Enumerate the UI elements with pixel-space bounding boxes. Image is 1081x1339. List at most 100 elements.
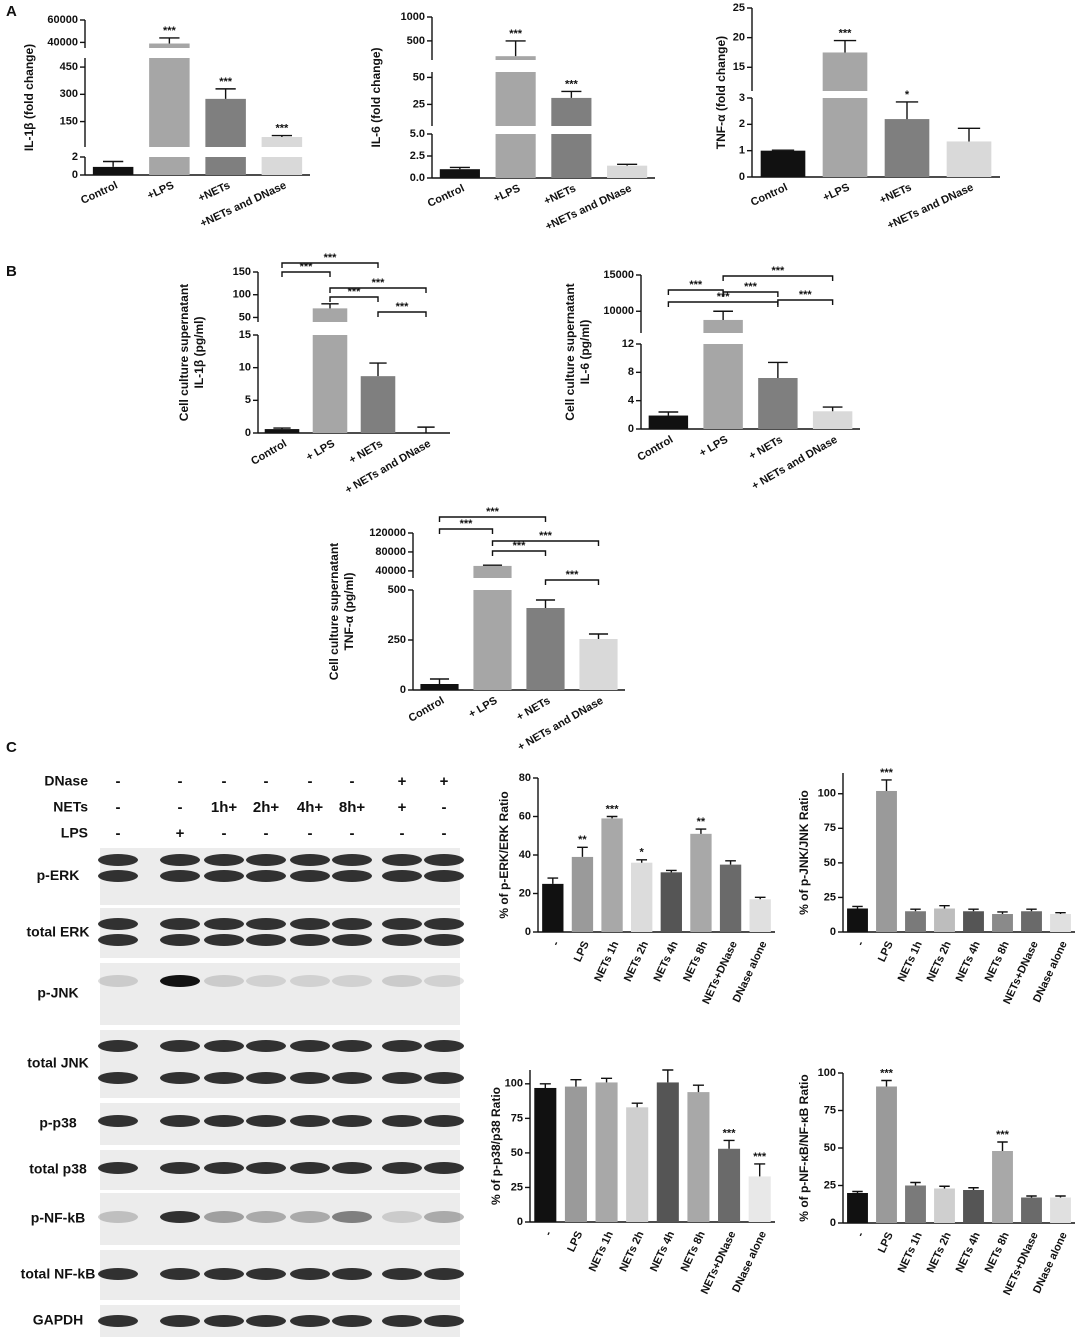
error-bar: [321, 303, 339, 309]
bar: [360, 376, 396, 433]
x-tick-label: LPS: [876, 939, 896, 963]
lane-sign: -: [178, 799, 183, 816]
blot-band: [290, 934, 330, 946]
error-bar: [636, 859, 648, 863]
x-tick-label: + NETs: [515, 695, 553, 724]
comparison-label: ***: [744, 281, 758, 293]
bar: [847, 908, 868, 932]
blot-band: [424, 1072, 464, 1084]
blot-label: GAPDH: [33, 1312, 84, 1328]
bar: [703, 344, 743, 429]
error-bar: [1026, 908, 1037, 912]
blot-band: [246, 934, 286, 946]
y-tick-label: 10: [239, 362, 251, 374]
y-tick-label: 15: [239, 329, 251, 341]
x-tick-label: LPS: [572, 939, 592, 963]
x-tick-label: -: [854, 939, 867, 948]
error-bar: [852, 1190, 863, 1193]
x-tick-label: + NETs: [747, 434, 785, 463]
y-axis-label: Cell culture supernatant: [563, 283, 577, 420]
lane-sign: -: [308, 825, 313, 842]
bar: [595, 1082, 618, 1222]
y-tick-label: 75: [824, 822, 836, 834]
comparison-label: ***: [566, 569, 580, 581]
blot-band: [424, 918, 464, 930]
x-tick-label: + NETs and DNase: [343, 438, 433, 497]
bar: [261, 137, 303, 147]
blot-band: [424, 1162, 464, 1174]
error-bar: [997, 1141, 1008, 1151]
x-tick-label: NETs 8h: [679, 1229, 708, 1273]
blot-band: [424, 854, 464, 866]
significance-label: **: [578, 834, 587, 846]
error-bar: [725, 860, 736, 865]
significance-label: *: [905, 89, 910, 101]
blot-band: [98, 1115, 138, 1127]
x-tick-label: +NETs: [196, 179, 232, 204]
error-bar: [968, 1187, 979, 1190]
x-tick-label: NETs 2h: [622, 939, 651, 983]
blot-band: [290, 1072, 330, 1084]
lane-sign: -: [222, 825, 227, 842]
blot-band: [98, 975, 138, 987]
blot-band: [246, 1040, 286, 1052]
lane-sign: 2h+: [253, 799, 280, 816]
comparison-bracket: [377, 311, 427, 317]
blot-band: [98, 1315, 138, 1327]
y-axis-label: IL-1β (pg/ml): [192, 317, 206, 389]
y-tick-label: 2.5: [410, 150, 425, 162]
bar: [571, 856, 594, 932]
blot-band: [160, 1315, 200, 1327]
blot-band: [204, 1072, 244, 1084]
blot-band: [204, 1211, 244, 1223]
bar: [934, 908, 955, 932]
significance-label: **: [697, 816, 706, 828]
y-tick-label: 20: [733, 32, 745, 44]
blot-band: [424, 934, 464, 946]
blot-band: [98, 1040, 138, 1052]
y-tick-label: 100: [818, 1067, 836, 1079]
x-tick-label: NETs 4h: [652, 939, 681, 983]
x-tick-label: Control: [79, 179, 120, 206]
y-tick-label: 25: [511, 1181, 523, 1193]
significance-label: ***: [275, 122, 289, 134]
error-bar: [754, 1163, 766, 1177]
blot-band: [204, 1115, 244, 1127]
error-bar: [881, 1079, 892, 1087]
bar: [149, 157, 190, 175]
blot-band: [246, 975, 286, 987]
blot-label: total ERK: [27, 924, 90, 940]
bar: [760, 150, 806, 177]
blot-band: [98, 918, 138, 930]
blot-band: [290, 975, 330, 987]
y-tick-label: 50: [413, 71, 425, 83]
lane-sign: -: [116, 825, 121, 842]
error-bar: [369, 362, 387, 377]
blot-band: [424, 870, 464, 882]
lane-sign: 1h+: [211, 799, 238, 816]
x-tick-label: NETs 1h: [896, 1230, 925, 1274]
y-tick-label: 5: [245, 394, 251, 406]
y-tick-label: 20: [519, 887, 531, 899]
lane-sign: +: [398, 773, 407, 790]
blot-band: [204, 870, 244, 882]
bar: [758, 378, 798, 429]
y-tick-label: 25: [824, 891, 836, 903]
error-bar: [881, 779, 892, 791]
error-bar: [768, 361, 788, 378]
x-tick-label: LPS: [876, 1230, 896, 1254]
y-tick-label: 50: [239, 311, 251, 323]
error-bar: [570, 1078, 582, 1087]
y-tick-label: 0: [739, 171, 745, 183]
lane-sign: -: [442, 825, 447, 842]
blot-band: [332, 1162, 372, 1174]
treatment-label: NETs: [53, 799, 88, 815]
blot-band: [290, 870, 330, 882]
y-axis-label: IL-1β (fold change): [22, 44, 36, 151]
error-bar: [617, 163, 638, 166]
significance-label: ***: [996, 1129, 1010, 1141]
error-bar: [429, 678, 450, 684]
blot-label: p-ERK: [37, 867, 80, 883]
y-tick-label: 50: [824, 857, 836, 869]
treatment-label: LPS: [61, 825, 88, 841]
